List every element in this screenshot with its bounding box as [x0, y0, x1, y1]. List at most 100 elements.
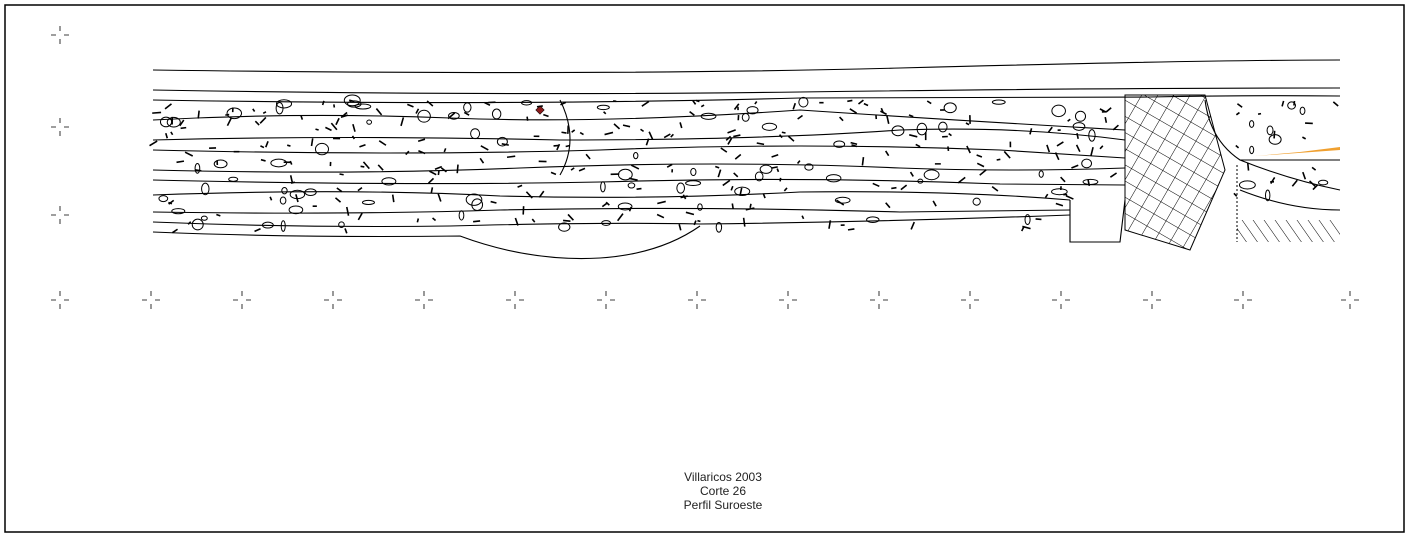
stone [347, 100, 362, 108]
stone [727, 129, 736, 134]
stone [630, 164, 640, 170]
stone [287, 144, 291, 147]
stone [1082, 178, 1099, 186]
registration-cross [506, 291, 524, 309]
stone [491, 108, 502, 120]
stone [600, 181, 606, 193]
stone [195, 169, 202, 172]
stone [838, 116, 844, 122]
stone [550, 171, 557, 176]
stone [417, 138, 426, 143]
stone [1051, 188, 1068, 196]
stone [176, 160, 185, 164]
stone [828, 220, 832, 229]
stone [226, 117, 233, 127]
stone [622, 124, 631, 128]
stone [715, 221, 723, 233]
stone [1003, 150, 1011, 159]
stone [1309, 180, 1317, 188]
stone [679, 122, 683, 129]
stone [352, 123, 356, 132]
stone [641, 100, 650, 107]
stone [260, 145, 265, 149]
stone [722, 179, 731, 187]
stone [616, 213, 624, 222]
stone [354, 103, 372, 110]
stone [1248, 120, 1255, 128]
stone [617, 202, 633, 211]
stone [833, 140, 846, 148]
stone [556, 143, 561, 151]
stone [252, 108, 256, 112]
stone [1291, 179, 1298, 187]
stone [149, 140, 158, 147]
stone [1056, 141, 1064, 147]
stone [1312, 184, 1319, 191]
stone [1076, 133, 1079, 140]
stone [1264, 189, 1271, 202]
stone [458, 210, 465, 221]
stone [1299, 106, 1306, 115]
stone [762, 193, 766, 199]
stone [213, 159, 228, 169]
stone [184, 151, 194, 157]
stone [526, 116, 529, 121]
stone [847, 228, 855, 231]
stone [725, 135, 732, 141]
stone [761, 122, 778, 131]
stone [432, 217, 437, 222]
stone [345, 206, 350, 216]
stone [585, 153, 591, 160]
stone [351, 135, 355, 140]
stone [796, 160, 801, 164]
stone [1038, 170, 1044, 178]
stone [663, 133, 671, 139]
stone [1022, 225, 1031, 230]
stone [857, 99, 864, 105]
stone [304, 188, 317, 196]
stone [269, 196, 273, 201]
stone [916, 122, 928, 136]
registration-cross [51, 291, 69, 309]
stone [359, 143, 366, 148]
stone [330, 122, 338, 131]
stone [633, 152, 639, 160]
stone [1281, 100, 1285, 107]
stone [692, 100, 697, 105]
stone [1071, 164, 1079, 169]
stone [344, 228, 348, 234]
stone [158, 195, 169, 203]
stone [891, 125, 905, 137]
stone [715, 165, 720, 169]
stone [1311, 166, 1317, 171]
stone [310, 138, 314, 147]
stone [690, 167, 697, 177]
stone [891, 186, 897, 190]
stone [996, 158, 1001, 161]
stone [426, 100, 434, 107]
registration-cross [779, 291, 797, 309]
stone [1270, 177, 1276, 184]
stone [700, 112, 717, 120]
stone [746, 106, 759, 115]
stone [179, 119, 185, 127]
stone [1046, 144, 1051, 153]
stone [957, 176, 966, 184]
stone [343, 111, 348, 116]
stone [717, 169, 722, 178]
stone [165, 132, 169, 139]
stone [979, 169, 987, 176]
stone [976, 154, 983, 158]
stone [783, 187, 788, 192]
stone [168, 201, 173, 205]
stone [216, 213, 221, 217]
stone [571, 129, 576, 133]
registration-cross [1143, 291, 1161, 309]
stone [720, 147, 728, 153]
stone [517, 184, 523, 188]
stone [798, 96, 809, 108]
stone [300, 115, 304, 120]
registration-cross [142, 291, 160, 309]
stone [801, 215, 805, 220]
